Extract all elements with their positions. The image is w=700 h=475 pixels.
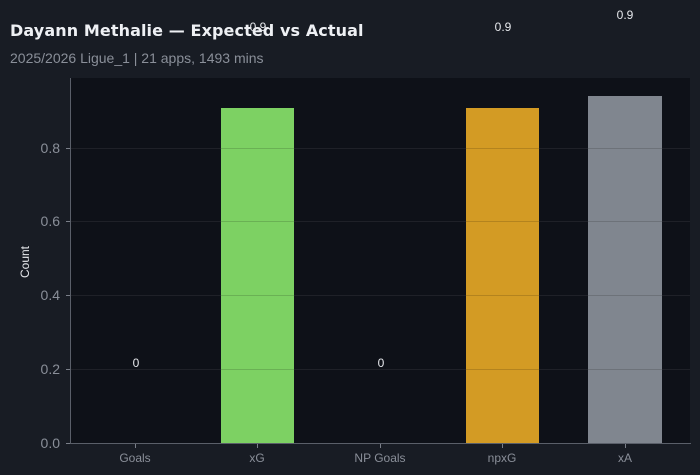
gridline bbox=[70, 221, 690, 222]
bar-xA bbox=[588, 96, 662, 443]
y-tick bbox=[66, 369, 70, 370]
y-tick bbox=[66, 221, 70, 222]
y-axis-label: Count bbox=[18, 245, 32, 279]
plot-area bbox=[70, 78, 690, 443]
x-tick bbox=[380, 444, 381, 448]
x-tick-label-goals: Goals bbox=[119, 451, 151, 465]
y-tick bbox=[66, 443, 70, 444]
x-tick bbox=[625, 444, 626, 448]
x-tick-label-npxg: npxG bbox=[487, 451, 517, 465]
x-tick-label-xa: xA bbox=[617, 451, 632, 465]
y-tick-label: 0.0 bbox=[40, 435, 60, 451]
gridline bbox=[70, 369, 690, 370]
bar-npxG bbox=[466, 108, 539, 443]
bar-gridline bbox=[221, 148, 294, 149]
x-tick bbox=[257, 444, 258, 448]
x-tick-label-np-goals: NP Goals bbox=[354, 451, 406, 465]
y-tick bbox=[66, 295, 70, 296]
y-tick-label: 0.8 bbox=[40, 140, 60, 156]
bar-gridline bbox=[466, 148, 539, 149]
y-axis-line bbox=[70, 78, 71, 444]
bar-gridline bbox=[466, 295, 539, 296]
x-axis-line bbox=[70, 443, 691, 444]
bar-gridline bbox=[221, 221, 294, 222]
x-tick bbox=[135, 444, 136, 448]
bar-gridline bbox=[588, 148, 662, 149]
bar-gridline bbox=[588, 295, 662, 296]
value-label-xg: 0.9 bbox=[249, 20, 267, 34]
y-tick-label: 0.2 bbox=[40, 361, 60, 377]
gridline bbox=[70, 148, 690, 149]
value-label-xa: 0.9 bbox=[616, 8, 634, 22]
gridline bbox=[70, 295, 690, 296]
value-label-npxg: 0.9 bbox=[494, 20, 512, 34]
y-tick bbox=[66, 148, 70, 149]
bar-gridline bbox=[588, 369, 662, 370]
y-tick-label: 0.4 bbox=[40, 287, 60, 303]
value-label-np-goals: 0 bbox=[377, 356, 385, 370]
x-tick-label-xg: xG bbox=[249, 451, 265, 465]
y-tick-label: 0.6 bbox=[40, 213, 60, 229]
value-label-goals: 0 bbox=[132, 356, 140, 370]
chart-subtitle: 2025/2026 Ligue_1 | 21 apps, 1493 mins bbox=[10, 50, 264, 66]
bar-xG bbox=[221, 108, 294, 443]
bar-gridline bbox=[221, 369, 294, 370]
bar-gridline bbox=[588, 221, 662, 222]
x-tick bbox=[502, 444, 503, 448]
bar-gridline bbox=[221, 295, 294, 296]
bar-gridline bbox=[466, 221, 539, 222]
chart-title: Dayann Methalie — Expected vs Actual bbox=[10, 21, 364, 40]
bar-gridline bbox=[466, 369, 539, 370]
